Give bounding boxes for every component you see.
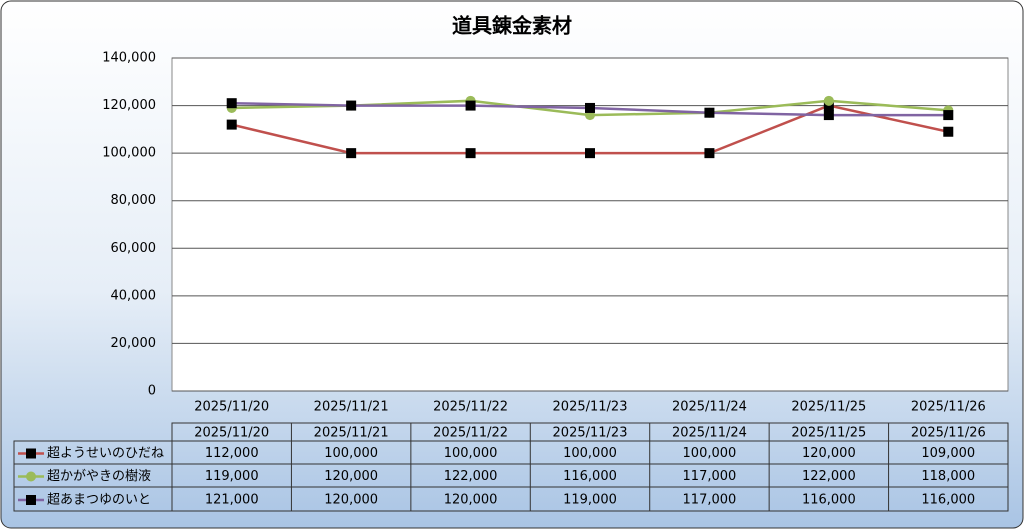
marker bbox=[346, 148, 357, 159]
y-tick-label: 80,000 bbox=[111, 193, 157, 208]
marker bbox=[823, 110, 834, 121]
x-tick-label: 2025/11/25 bbox=[791, 400, 866, 415]
legend-label: 超ようせいのひだね bbox=[47, 446, 164, 461]
table-header: 2025/11/21 bbox=[314, 426, 389, 441]
y-tick-label: 60,000 bbox=[111, 241, 157, 256]
table-value: 120,000 bbox=[802, 446, 856, 461]
legend-marker bbox=[26, 448, 36, 459]
table-value: 119,000 bbox=[563, 493, 617, 508]
table-value: 100,000 bbox=[324, 446, 378, 461]
table-header: 2025/11/25 bbox=[791, 426, 866, 441]
marker bbox=[585, 148, 595, 159]
table-value: 109,000 bbox=[921, 446, 975, 461]
table-value: 120,000 bbox=[324, 493, 378, 508]
x-tick-label: 2025/11/23 bbox=[553, 400, 628, 415]
marker bbox=[226, 98, 237, 109]
marker bbox=[704, 148, 715, 159]
table-value: 121,000 bbox=[205, 493, 259, 508]
table-value: 119,000 bbox=[205, 469, 259, 484]
table-value: 117,000 bbox=[683, 469, 737, 484]
y-tick-label: 140,000 bbox=[102, 51, 156, 66]
table-value: 112,000 bbox=[205, 446, 259, 461]
table-value: 120,000 bbox=[444, 493, 498, 508]
marker bbox=[465, 148, 476, 159]
table-value: 120,000 bbox=[324, 469, 378, 484]
marker bbox=[585, 102, 595, 113]
x-tick-label: 2025/11/24 bbox=[672, 400, 747, 415]
marker bbox=[823, 95, 834, 106]
table-value: 116,000 bbox=[563, 469, 617, 484]
y-tick-label: 40,000 bbox=[111, 288, 157, 303]
table-header: 2025/11/26 bbox=[911, 426, 986, 441]
marker bbox=[704, 107, 715, 118]
marker bbox=[346, 100, 357, 111]
table-value: 116,000 bbox=[921, 493, 975, 508]
y-tick-label: 20,000 bbox=[111, 336, 157, 351]
table-header: 2025/11/24 bbox=[672, 426, 747, 441]
table-value: 100,000 bbox=[444, 446, 498, 461]
table-value: 122,000 bbox=[444, 469, 498, 484]
table-value: 100,000 bbox=[563, 446, 617, 461]
x-tick-label: 2025/11/22 bbox=[433, 400, 508, 415]
table-value: 118,000 bbox=[921, 469, 975, 484]
table-header: 2025/11/22 bbox=[433, 426, 508, 441]
y-tick-label: 0 bbox=[148, 384, 156, 399]
marker bbox=[465, 100, 476, 111]
legend-marker bbox=[26, 471, 36, 482]
table-value: 122,000 bbox=[802, 469, 856, 484]
marker bbox=[943, 126, 954, 137]
table-value: 100,000 bbox=[683, 446, 737, 461]
table-value: 117,000 bbox=[683, 493, 737, 508]
x-tick-label: 2025/11/20 bbox=[194, 400, 269, 415]
y-tick-label: 120,000 bbox=[102, 98, 156, 113]
x-tick-label: 2025/11/26 bbox=[911, 400, 986, 415]
table-header: 2025/11/20 bbox=[194, 426, 269, 441]
table-header: 2025/11/23 bbox=[553, 426, 628, 441]
y-tick-label: 100,000 bbox=[102, 146, 156, 161]
marker bbox=[226, 119, 237, 130]
chart-title: 道具錬金素材 bbox=[452, 14, 572, 38]
legend-label: 超かがやきの樹液 bbox=[47, 469, 151, 484]
table-value: 116,000 bbox=[802, 493, 856, 508]
legend-label: 超あまつゆのいと bbox=[47, 493, 151, 508]
marker bbox=[943, 110, 954, 121]
legend-marker bbox=[26, 495, 36, 505]
x-tick-label: 2025/11/21 bbox=[314, 400, 389, 415]
